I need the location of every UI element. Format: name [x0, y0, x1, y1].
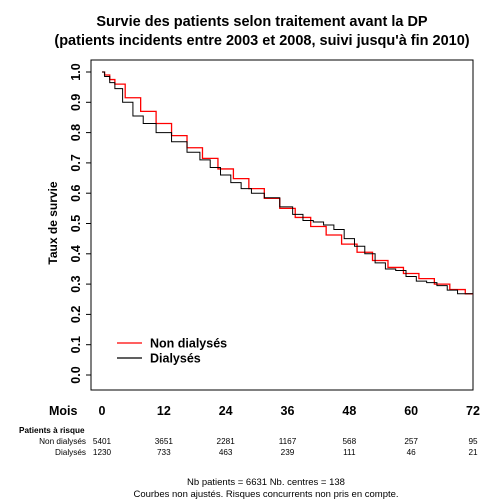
y-tick-label: 0.0: [69, 366, 83, 383]
x-tick-label: 60: [404, 404, 418, 418]
x-tick-label: 36: [281, 404, 295, 418]
x-axis: 0 12 24 36 48 60 72: [99, 404, 480, 418]
y-tick-label: 0.8: [69, 124, 83, 141]
risk-value: 1167: [279, 437, 297, 446]
y-axis: 0.0 0.1 0.2 0.3 0.4 0.5 0.6 0.7 0.8 0.9 1.0: [69, 63, 92, 384]
series-group: [102, 71, 473, 295]
risk-table: Non dialysés 5401 3651 2281 1167 568 257 95 Dial…: [39, 437, 478, 457]
risk-value: 463: [219, 448, 233, 457]
risk-row-label: Non dialysés: [39, 437, 86, 446]
legend: Non dialysés Dialysés: [117, 337, 227, 366]
y-tick-label: 0.4: [69, 245, 83, 262]
risk-value: 46: [407, 448, 417, 457]
y-tick-label: 0.3: [69, 275, 83, 292]
x-tick-label: 24: [219, 404, 233, 418]
x-tick-label: 48: [342, 404, 356, 418]
risk-value: 5401: [93, 437, 112, 446]
x-tick-label: 72: [466, 404, 480, 418]
y-tick-label: 0.7: [69, 154, 83, 171]
risk-value: 2281: [217, 437, 236, 446]
series-line-dialyses: [102, 71, 473, 295]
legend-label-dialyses: Dialysés: [150, 352, 201, 366]
series-line-non-dialyses: [102, 71, 473, 295]
y-tick-label: 1.0: [69, 63, 83, 80]
footnote-line2: Courbes non ajustés. Risques concurrents…: [133, 489, 398, 500]
risk-value: 3651: [155, 437, 174, 446]
footnote-line1: Nb patients = 6631 Nb. centres = 138: [187, 477, 345, 488]
risk-value: 1230: [93, 448, 112, 457]
risk-value: 111: [343, 448, 356, 457]
x-axis-label: Mois: [49, 404, 78, 418]
legend-label-non-dialyses: Non dialysés: [150, 337, 227, 351]
y-tick-label: 0.1: [69, 336, 83, 353]
y-tick-label: 0.2: [69, 306, 83, 323]
y-axis-label: Taux de survie: [46, 181, 60, 264]
y-tick-label: 0.5: [69, 215, 83, 232]
risk-value: 568: [342, 437, 356, 446]
risk-row-label: Dialysés: [55, 448, 86, 457]
x-tick-label: 0: [99, 404, 106, 418]
chart-title-line1: Survie des patients selon traitement ava…: [96, 14, 428, 30]
plot-area-frame: [90, 59, 474, 391]
risk-value: 733: [157, 448, 171, 457]
chart-title-line2: (patients incidents entre 2003 et 2008, …: [54, 33, 469, 49]
risk-value: 257: [404, 437, 418, 446]
y-tick-label: 0.6: [69, 184, 83, 201]
y-tick-label: 0.9: [69, 94, 83, 111]
risk-table-header: Patients à risque: [19, 426, 85, 435]
risk-value: 21: [468, 448, 478, 457]
x-tick-label: 12: [157, 404, 171, 418]
risk-value: 95: [468, 437, 478, 446]
risk-value: 239: [281, 448, 295, 457]
